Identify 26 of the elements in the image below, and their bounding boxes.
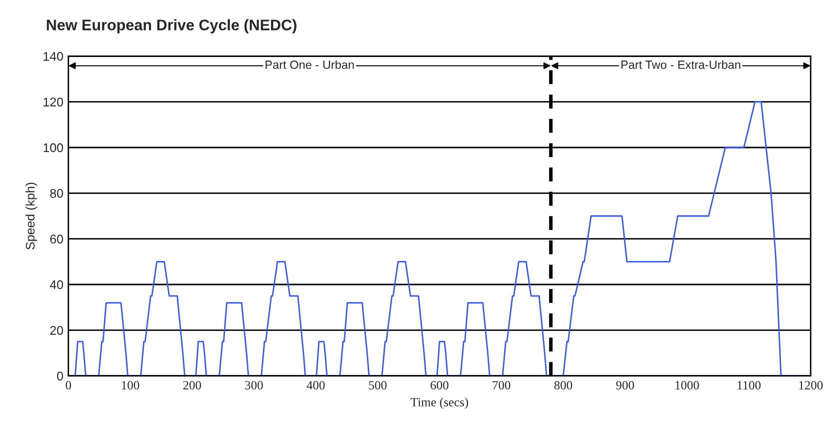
y-tick-label: 120 xyxy=(44,98,64,106)
x-tick-label: 1100 xyxy=(738,381,761,390)
x-tick-label: 800 xyxy=(554,381,572,390)
y-tick-label: 60 xyxy=(50,234,64,244)
y-tick-label: 40 xyxy=(50,280,64,290)
x-tick-label: 400 xyxy=(306,381,325,390)
annotation: Part Two - Extra-Urban xyxy=(621,60,740,69)
x-tick-label: 900 xyxy=(616,381,634,390)
x-tick-label: 100 xyxy=(122,381,140,390)
y-axis-title: Speed (kph) xyxy=(25,182,38,250)
y-tick-label: 80 xyxy=(50,188,64,198)
x-tick-label: 300 xyxy=(245,381,263,390)
x-tick-label: 600 xyxy=(430,381,448,390)
y-tick-label: 0 xyxy=(57,372,64,380)
x-tick-label: 700 xyxy=(492,381,510,390)
x-tick-label: 1200 xyxy=(799,381,823,390)
chart-title: New European Drive Cycle (NEDC) xyxy=(46,19,296,34)
x-tick-label: 500 xyxy=(369,381,387,390)
x-tick-label: 200 xyxy=(183,381,201,390)
y-tick-label: 100 xyxy=(44,143,64,152)
y-tick-label: 140 xyxy=(44,52,64,61)
x-tick-label: 0 xyxy=(66,381,72,390)
x-tick-label: 1000 xyxy=(676,381,699,390)
annotation: Part One - Urban xyxy=(266,60,354,69)
x-axis-title: Time (secs) xyxy=(410,398,468,409)
y-tick-label: 20 xyxy=(50,326,64,335)
